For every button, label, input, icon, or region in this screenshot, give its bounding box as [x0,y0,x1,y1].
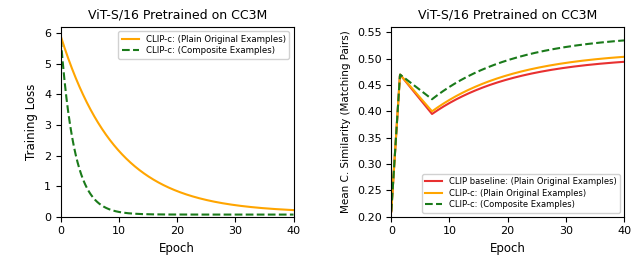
Line: CLIP-c: (Composite Examples): CLIP-c: (Composite Examples) [61,39,294,215]
CLIP baseline: (Plain Original Examples): (17.6, 0.453): (Plain Original Examples): (17.6, 0.453) [490,82,498,85]
CLIP-c: (Composite Examples): (0, 5.8): (Composite Examples): (0, 5.8) [57,38,65,41]
Y-axis label: Training Loss: Training Loss [26,84,38,160]
Line: CLIP-c: (Composite Examples): CLIP-c: (Composite Examples) [391,41,624,212]
Title: ViT-S/16 Pretrained on CC3M: ViT-S/16 Pretrained on CC3M [88,9,267,22]
Legend: CLIP baseline: (Plain Original Examples), CLIP-c: (Plain Original Examples), CLI: CLIP baseline: (Plain Original Examples)… [422,174,620,213]
CLIP-c: (Composite Examples): (4.08, 0.448): (Composite Examples): (4.08, 0.448) [411,85,419,88]
CLIP-c: (Composite Examples): (31.2, 0.524): (Composite Examples): (31.2, 0.524) [569,44,577,47]
CLIP-c: (Composite Examples): (31.9, 0.07): (Composite Examples): (31.9, 0.07) [243,213,250,216]
Legend: CLIP-c: (Plain Original Examples), CLIP-c: (Composite Examples): CLIP-c: (Plain Original Examples), CLIP-… [118,31,289,59]
CLIP baseline: (Plain Original Examples): (27.5, 0.479): (Plain Original Examples): (27.5, 0.479) [547,68,555,71]
CLIP baseline: (Plain Original Examples): (16.2, 0.447): (Plain Original Examples): (16.2, 0.447) [481,85,489,88]
CLIP-c: (Composite Examples): (27.5, 0.517): (Composite Examples): (27.5, 0.517) [547,48,555,51]
CLIP-c: (Plain Original Examples): (4.08, 3.89): (Plain Original Examples): (4.08, 3.89) [81,96,88,99]
X-axis label: Epoch: Epoch [159,242,195,255]
CLIP baseline: (Plain Original Examples): (40, 0.494): (Plain Original Examples): (40, 0.494) [620,60,628,63]
CLIP-c: (Plain Original Examples): (31.2, 0.494): (Plain Original Examples): (31.2, 0.494) [569,60,577,63]
CLIP-c: (Composite Examples): (31.2, 0.07): (Composite Examples): (31.2, 0.07) [239,213,246,216]
CLIP-c: (Plain Original Examples): (40, 0.217): (Plain Original Examples): (40, 0.217) [290,208,298,212]
CLIP-c: (Composite Examples): (17.6, 0.488): (Composite Examples): (17.6, 0.488) [490,63,498,67]
CLIP baseline: (Plain Original Examples): (4.08, 0.435): (Plain Original Examples): (4.08, 0.435) [411,92,419,95]
CLIP-c: (Plain Original Examples): (27.5, 0.453): (Plain Original Examples): (27.5, 0.453) [217,201,225,204]
CLIP baseline: (Plain Original Examples): (31.9, 0.486): (Plain Original Examples): (31.9, 0.486) [573,65,580,68]
CLIP-c: (Composite Examples): (16.2, 0.0764): (Composite Examples): (16.2, 0.0764) [151,213,159,216]
CLIP-c: (Composite Examples): (27.5, 0.0701): (Composite Examples): (27.5, 0.0701) [217,213,225,216]
X-axis label: Epoch: Epoch [490,242,525,255]
CLIP-c: (Composite Examples): (40, 0.535): (Composite Examples): (40, 0.535) [620,39,628,42]
CLIP-c: (Composite Examples): (4.08, 1.1): (Composite Examples): (4.08, 1.1) [81,181,88,184]
CLIP-c: (Composite Examples): (40, 0.07): (Composite Examples): (40, 0.07) [290,213,298,216]
Line: CLIP-c: (Plain Original Examples): CLIP-c: (Plain Original Examples) [391,57,624,212]
CLIP-c: (Plain Original Examples): (16.2, 1.19): (Plain Original Examples): (16.2, 1.19) [151,179,159,182]
Y-axis label: Mean C. Similarity (Matching Pairs): Mean C. Similarity (Matching Pairs) [341,30,351,213]
CLIP-c: (Plain Original Examples): (31.2, 0.348): (Plain Original Examples): (31.2, 0.348) [239,205,246,208]
CLIP-c: (Plain Original Examples): (0, 0.21): (Plain Original Examples): (0, 0.21) [387,210,395,213]
CLIP-c: (Composite Examples): (31.9, 0.525): (Composite Examples): (31.9, 0.525) [573,44,580,47]
CLIP-c: (Plain Original Examples): (16.2, 0.455): (Plain Original Examples): (16.2, 0.455) [481,81,489,84]
Line: CLIP baseline: (Plain Original Examples): CLIP baseline: (Plain Original Examples) [391,62,624,212]
CLIP-c: (Plain Original Examples): (4.08, 0.437): (Plain Original Examples): (4.08, 0.437) [411,90,419,93]
CLIP baseline: (Plain Original Examples): (31.2, 0.485): (Plain Original Examples): (31.2, 0.485) [569,65,577,68]
CLIP baseline: (Plain Original Examples): (0, 0.21): (Plain Original Examples): (0, 0.21) [387,210,395,213]
CLIP-c: (Plain Original Examples): (27.5, 0.488): (Plain Original Examples): (27.5, 0.488) [547,64,555,67]
Title: ViT-S/16 Pretrained on CC3M: ViT-S/16 Pretrained on CC3M [418,9,597,22]
CLIP-c: (Plain Original Examples): (0, 5.9): (Plain Original Examples): (0, 5.9) [57,35,65,38]
CLIP-c: (Plain Original Examples): (40, 0.504): (Plain Original Examples): (40, 0.504) [620,55,628,58]
CLIP-c: (Composite Examples): (17.6, 0.0735): (Composite Examples): (17.6, 0.0735) [159,213,167,216]
CLIP-c: (Plain Original Examples): (31.9, 0.495): (Plain Original Examples): (31.9, 0.495) [573,60,580,63]
CLIP-c: (Plain Original Examples): (17.6, 0.46): (Plain Original Examples): (17.6, 0.46) [490,78,498,81]
CLIP-c: (Composite Examples): (0, 0.21): (Composite Examples): (0, 0.21) [387,210,395,213]
Line: CLIP-c: (Plain Original Examples): CLIP-c: (Plain Original Examples) [61,36,294,210]
CLIP-c: (Plain Original Examples): (31.9, 0.332): (Plain Original Examples): (31.9, 0.332) [243,205,250,208]
CLIP-c: (Composite Examples): (16.2, 0.482): (Composite Examples): (16.2, 0.482) [481,67,489,70]
CLIP-c: (Plain Original Examples): (17.6, 1.04): (Plain Original Examples): (17.6, 1.04) [159,183,167,187]
